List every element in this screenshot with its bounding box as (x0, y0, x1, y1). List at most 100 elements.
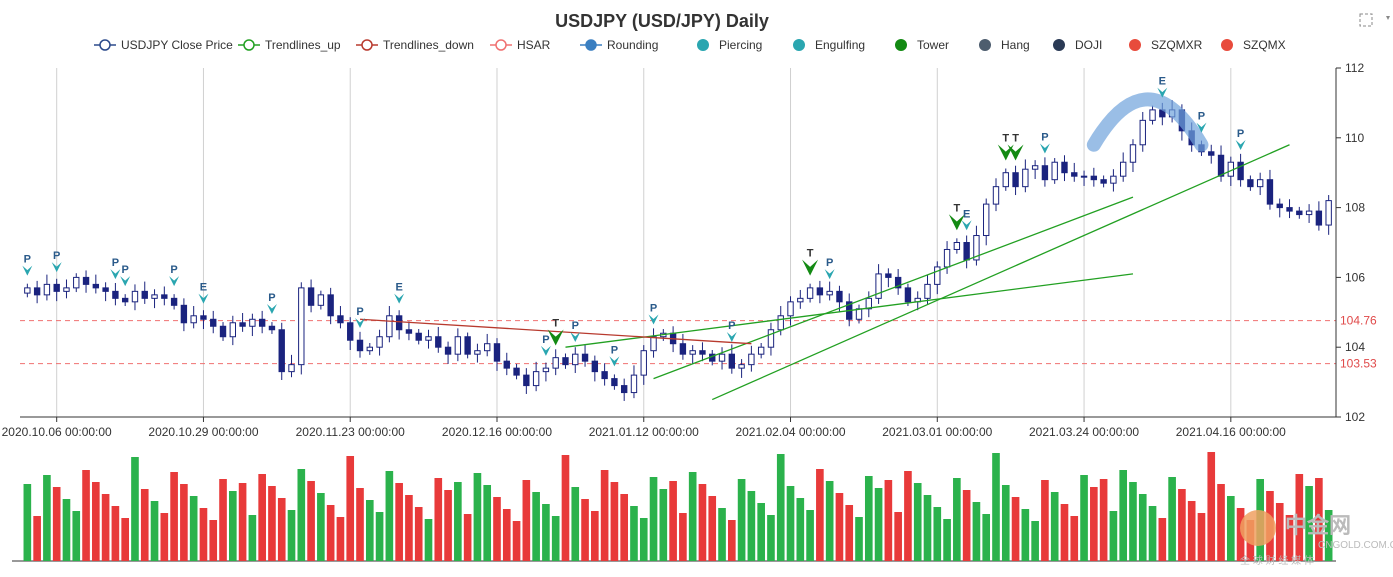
marker-arrow (394, 293, 405, 304)
candle-body (43, 283, 51, 296)
volume-bar (395, 483, 403, 561)
marker-label: E (395, 282, 402, 294)
marker-label: E (963, 208, 970, 220)
marker-label: P (268, 292, 275, 304)
candle-body (894, 276, 902, 289)
legend-marker (793, 39, 805, 51)
volume-bar (346, 456, 355, 561)
legend-marker (895, 39, 907, 51)
marker-label: E (1159, 76, 1166, 88)
candle-body (777, 315, 784, 331)
volume-bar (1158, 518, 1167, 561)
x-tick-label: 2020.10.06 00:00:00 (2, 425, 112, 439)
candle-body (718, 353, 726, 362)
volume-bar (131, 457, 139, 561)
volume-bar (1080, 475, 1088, 561)
candle-body (190, 315, 197, 324)
volume-bar (326, 505, 335, 561)
volume-bar (1119, 470, 1128, 561)
candle-body (699, 350, 706, 355)
candle-body (1110, 175, 1117, 184)
volume-bar (962, 490, 971, 561)
candle-body (1119, 161, 1127, 177)
candle-body (1031, 165, 1039, 170)
candle-body (161, 294, 168, 299)
axes: 102 104 106 108 110 112 2020.10.06 00:00:00 202… (2, 61, 1366, 439)
marker-label: P (1237, 128, 1244, 140)
candle-body (278, 329, 285, 373)
candle-body (1002, 172, 1009, 188)
candle-body (630, 374, 638, 394)
marker-label: E (200, 282, 207, 294)
candle-body (484, 343, 491, 352)
volume-bar (933, 507, 942, 561)
volume-bar (248, 515, 257, 561)
volume-bar (463, 514, 472, 561)
volume-bar (913, 483, 922, 561)
volume-bar (923, 495, 932, 561)
volume-bar (1050, 492, 1059, 561)
trendline-up (565, 273, 1134, 348)
candle-body (1022, 168, 1029, 188)
volume-bar (816, 469, 824, 561)
marker-label: P (53, 250, 60, 262)
volume-bar (1138, 494, 1147, 561)
volume-bar (972, 502, 981, 561)
marker-label: P (728, 320, 735, 332)
volume-bar (806, 510, 814, 561)
candle-body (229, 322, 237, 338)
candle-body (454, 336, 462, 355)
candle-body (552, 357, 559, 369)
candle-body (523, 374, 530, 387)
volume-bar (512, 521, 521, 561)
volume-bar (1129, 482, 1137, 561)
legend-marker (361, 39, 373, 51)
candle-body (562, 357, 569, 366)
candle-body (1149, 109, 1156, 121)
candle-body (1315, 210, 1323, 226)
candle-body (239, 322, 246, 327)
volume-bar (180, 484, 188, 561)
volume-bar (1168, 477, 1176, 561)
candle-body (170, 297, 178, 306)
x-tick-label: 2021.02.04 00:00:00 (735, 425, 845, 439)
y-tick-label: 104 (1345, 340, 1365, 354)
volume-bar (92, 482, 100, 561)
volume-bar (581, 499, 589, 561)
marker-label: T (807, 248, 814, 260)
y-tick-label: 102 (1345, 410, 1365, 424)
zoom-icon[interactable] (1359, 13, 1373, 27)
candle-body (464, 336, 471, 355)
volume-bar (1217, 484, 1225, 561)
volume-bar (855, 517, 863, 561)
volume-bar (1236, 508, 1245, 561)
watermark-logo-icon (1240, 510, 1276, 546)
candle-body (1237, 161, 1244, 181)
x-tick-label: 2020.10.29 00:00:00 (148, 425, 258, 439)
candle-body (268, 325, 276, 331)
candle-body (689, 350, 696, 355)
toolbar-icons[interactable] (1359, 13, 1390, 27)
restore-icon[interactable] (1386, 16, 1390, 20)
volume-bar (170, 472, 178, 561)
legend-label: Hang (1001, 38, 1030, 52)
volume-bar (532, 492, 540, 561)
volume-bar (101, 494, 110, 561)
volume-bar (473, 473, 482, 561)
volume-bar (1207, 452, 1216, 561)
hsar-label: 103.53 (1340, 357, 1377, 371)
marker-label: P (1198, 111, 1205, 123)
marker-label: P (826, 257, 833, 269)
candle-body (200, 315, 207, 320)
volume-bar (1148, 506, 1157, 561)
candle-body (953, 242, 961, 250)
volume-bar (835, 493, 844, 561)
x-tick-label: 2020.12.16 00:00:00 (442, 425, 552, 439)
candle-body (1080, 175, 1088, 178)
legend-label: SZQMXR (1151, 38, 1203, 52)
candle-body (1051, 161, 1058, 181)
candle-body (395, 315, 403, 331)
volume-bar (649, 477, 658, 561)
volume-bar (698, 484, 707, 561)
